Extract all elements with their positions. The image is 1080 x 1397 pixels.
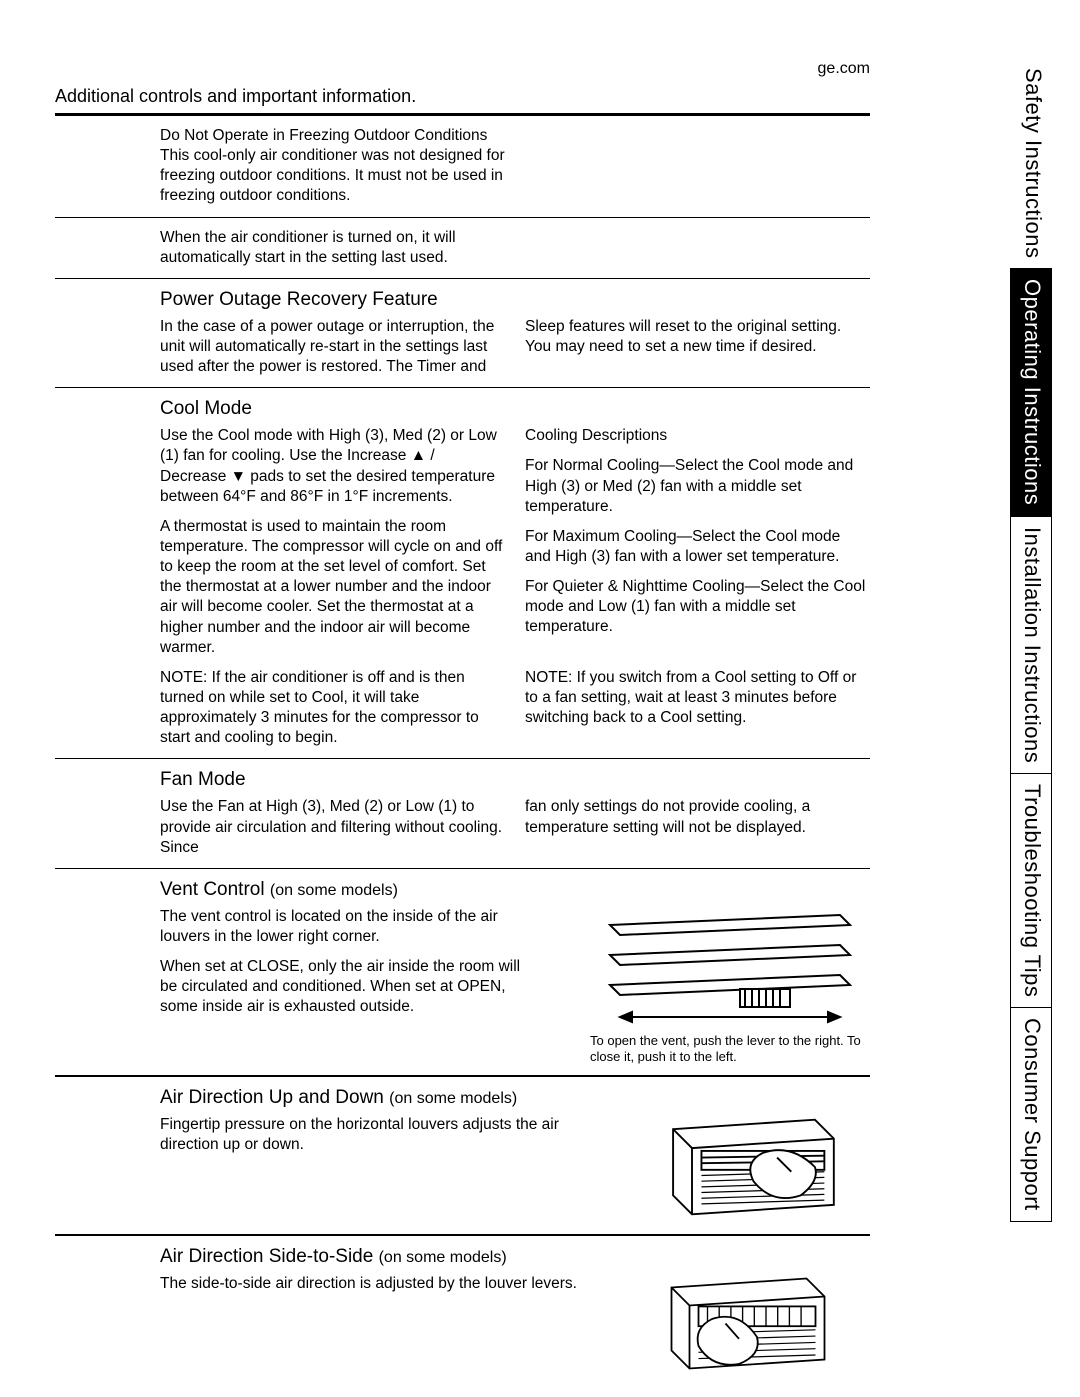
tab-installation[interactable]: Installation Instructions — [1010, 517, 1052, 774]
section-fan-mode: Fan Mode Use the Fan at High (3), Med (2… — [55, 759, 870, 867]
vent-illustration — [590, 907, 870, 1027]
power-outage-left: In the case of a power outage or interru… — [160, 317, 505, 377]
freezing-title: Do Not Operate in Freezing Outdoor Condi… — [160, 126, 505, 146]
page-content: ge.com Additional controls and important… — [55, 60, 870, 1388]
vent-p2: When set at CLOSE, only the air inside t… — [160, 957, 538, 1017]
ac-updown-illustration — [649, 1115, 849, 1224]
updown-title-note: (on some models) — [389, 1090, 517, 1107]
url-text: ge.com — [55, 60, 870, 78]
fan-mode-title: Fan Mode — [160, 769, 870, 791]
updown-body: Fingertip pressure on the horizontal lou… — [160, 1115, 609, 1224]
cool-left-2: A thermostat is used to maintain the roo… — [160, 517, 505, 658]
section-cool-mode: Cool Mode Use the Cool mode with High (3… — [55, 388, 870, 758]
fan-right: fan only settings do not provide cooling… — [525, 797, 870, 857]
cool-right-2: For Maximum Cooling—Select the Cool mode… — [525, 527, 870, 567]
section-freezing: Do Not Operate in Freezing Outdoor Condi… — [55, 116, 870, 217]
section-auto-start: When the air conditioner is turned on, i… — [55, 218, 870, 278]
updown-title: Air Direction Up and Down — [160, 1087, 384, 1108]
cool-left-1: Use the Cool mode with High (3), Med (2)… — [160, 426, 505, 507]
cool-note-right: NOTE: If you switch from a Cool setting … — [525, 668, 870, 749]
section-power-outage: Power Outage Recovery Feature In the cas… — [55, 279, 870, 387]
cool-right-3: For Quieter & Nighttime Cooling—Select t… — [525, 577, 870, 637]
section-air-updown: Air Direction Up and Down (on some model… — [55, 1077, 870, 1234]
tab-operating[interactable]: Operating Instructions — [1010, 269, 1052, 516]
side-title-note: (on some models) — [379, 1249, 507, 1266]
freezing-body: This cool-only air conditioner was not d… — [160, 146, 505, 206]
cool-note-left: NOTE: If the air conditioner is off and … — [160, 668, 505, 749]
cool-desc-head: Cooling Descriptions — [525, 426, 870, 446]
side-tabs: Safety Instructions Operating Instructio… — [1010, 58, 1052, 1222]
power-outage-right: Sleep features will reset to the origina… — [525, 317, 870, 377]
ac-side-illustration — [649, 1274, 849, 1378]
fan-left: Use the Fan at High (3), Med (2) or Low … — [160, 797, 505, 857]
power-outage-title: Power Outage Recovery Feature — [160, 289, 870, 311]
vent-p1: The vent control is located on the insid… — [160, 907, 538, 947]
side-title: Air Direction Side-to-Side — [160, 1246, 373, 1267]
intro-text: Additional controls and important inform… — [55, 86, 870, 107]
side-body: The side-to-side air direction is adjust… — [160, 1274, 609, 1378]
cool-right-1: For Normal Cooling—Select the Cool mode … — [525, 456, 870, 516]
vent-caption: To open the vent, push the lever to the … — [590, 1033, 870, 1066]
section-vent-control: Vent Control (on some models) The vent c… — [55, 869, 870, 1076]
auto-start-text: When the air conditioner is turned on, i… — [160, 228, 505, 268]
tab-consumer[interactable]: Consumer Support — [1010, 1008, 1052, 1222]
cool-mode-title: Cool Mode — [160, 398, 870, 420]
tab-troubleshooting[interactable]: Troubleshooting Tips — [1010, 774, 1052, 1008]
tab-safety[interactable]: Safety Instructions — [1010, 58, 1052, 269]
section-air-side: Air Direction Side-to-Side (on some mode… — [55, 1236, 870, 1388]
vent-title-note: (on some models) — [270, 882, 398, 899]
vent-title: Vent Control — [160, 879, 265, 900]
